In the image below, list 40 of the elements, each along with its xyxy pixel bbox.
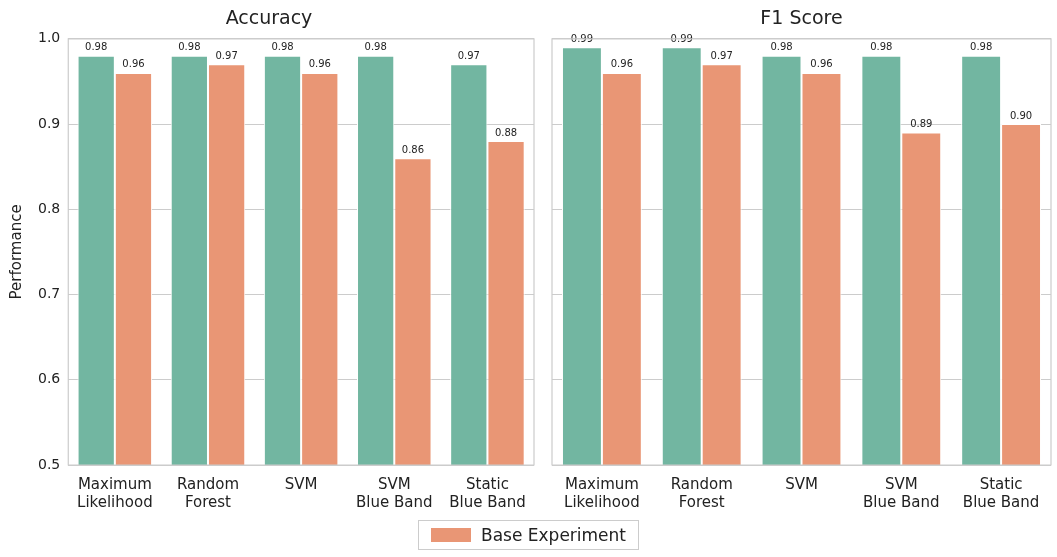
x-tick-label: SVM Blue Band [863,474,940,511]
data-label: 0.98 [870,41,893,53]
data-label: 0.89 [910,118,933,130]
data-label: 0.98 [770,41,793,53]
chart-title: Accuracy [225,6,313,29]
x-tick-label: Random Forest [670,474,733,511]
y-tick-label: 0.5 [38,455,61,472]
x-tick-label: SVM [284,474,318,493]
y-tick-label: 0.6 [38,370,61,387]
data-label: 0.97 [215,49,238,61]
y-axis-title: Performance [6,204,25,300]
y-tick-label: 1.0 [38,29,61,46]
legend-label: Base Experiment [480,525,627,545]
data-label: 0.86 [401,143,425,155]
y-tick-label: 0.7 [38,285,61,302]
data-label: 0.97 [457,49,480,61]
x-tick-label: Maximum Likelihood [564,474,640,511]
data-label: 0.98 [178,41,201,53]
x-tick-label: SVM [785,474,818,493]
x-tick-label: Static Blue Band [449,474,526,511]
chart-title: F1 Score [760,6,843,29]
data-label: 0.99 [570,32,594,44]
data-label: 0.98 [271,41,294,53]
data-label: 0.96 [610,58,633,70]
data-label: 0.90 [1009,109,1033,121]
y-tick-label: 0.9 [38,114,61,131]
data-label: 0.99 [670,32,693,44]
x-tick-label: SVM Blue Band [356,474,433,511]
data-label: 0.88 [494,126,518,138]
data-label: 0.97 [710,49,733,61]
data-label: 0.96 [810,58,833,70]
data-label: 0.98 [364,41,387,53]
x-tick-label: Maximum Likelihood [77,474,153,511]
data-label: 0.96 [122,58,145,70]
x-tick-label: Static Blue Band [962,474,1040,511]
data-label: 0.98 [85,41,108,53]
data-label: 0.96 [308,58,331,70]
y-tick-label: 0.8 [38,199,61,216]
data-label: 0.98 [970,41,993,53]
x-tick-label: Random Forest [176,474,240,511]
